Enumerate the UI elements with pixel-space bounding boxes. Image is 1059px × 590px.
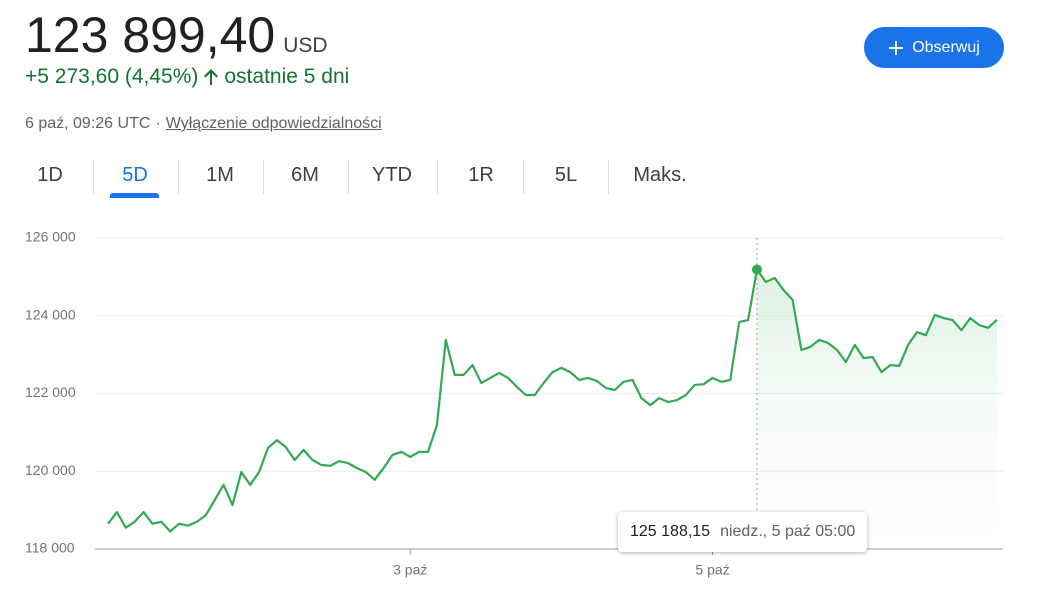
tab-separator [523, 160, 524, 194]
range-tab[interactable]: 1R [468, 164, 494, 186]
change-row: +5 273,60 (4,45%) ostatnie 5 dni [25, 65, 349, 89]
range-tab[interactable]: 5D [122, 164, 148, 186]
y-tick-label: 124 000 [25, 306, 76, 322]
follow-label: Obserwuj [912, 38, 980, 56]
range-tab[interactable]: Maks. [633, 164, 687, 186]
time-row: 6 paź, 09:26 UTC · Wyłączenie odpowiedzi… [25, 115, 382, 133]
up-arrow-icon [204, 69, 219, 85]
range-tab[interactable]: 1D [37, 164, 63, 186]
timestamp: 6 paź, 09:26 UTC [25, 115, 151, 132]
hover-dot [751, 264, 762, 275]
x-tick-label: 5 paź [695, 562, 729, 578]
price-row: 123 899,40 USD [25, 6, 328, 64]
price: 123 899,40 [25, 7, 276, 63]
y-tick-label: 120 000 [25, 462, 76, 478]
range-tab[interactable]: YTD [372, 164, 412, 186]
disclaimer-link[interactable]: Wyłączenie odpowiedzialności [165, 115, 382, 132]
selected-tab-underline [110, 193, 159, 198]
currency: USD [283, 34, 328, 57]
tab-separator [437, 160, 438, 194]
tooltip-time: niedz., 5 paź 05:00 [720, 523, 856, 540]
y-tick-label: 118 000 [25, 540, 75, 556]
change: +5 273,60 (4,45%) [25, 65, 199, 88]
tab-separator [608, 160, 609, 194]
separator: · [155, 115, 161, 132]
range-tab[interactable]: 5L [554, 164, 578, 186]
y-tick-label: 122 000 [25, 384, 76, 400]
price-line [107, 268, 998, 533]
tooltip: 125 188,15 niedz., 5 paź 05:00 [618, 512, 868, 552]
tooltip-value: 125 188,15 [630, 523, 711, 540]
follow-button[interactable]: Obserwuj [864, 27, 1004, 68]
tab-separator [348, 160, 349, 194]
tab-separator [93, 160, 94, 194]
y-tick-label: 126 000 [25, 229, 76, 245]
x-tick-label: 3 paź [393, 562, 427, 578]
plus-icon [889, 40, 904, 55]
range-tab[interactable]: 6M [291, 164, 319, 186]
tab-separator [178, 160, 179, 194]
range-tab[interactable]: 1M [206, 164, 234, 186]
tab-separator [263, 160, 264, 194]
period: ostatnie 5 dni [224, 65, 350, 88]
highlight-area [756, 269, 997, 549]
